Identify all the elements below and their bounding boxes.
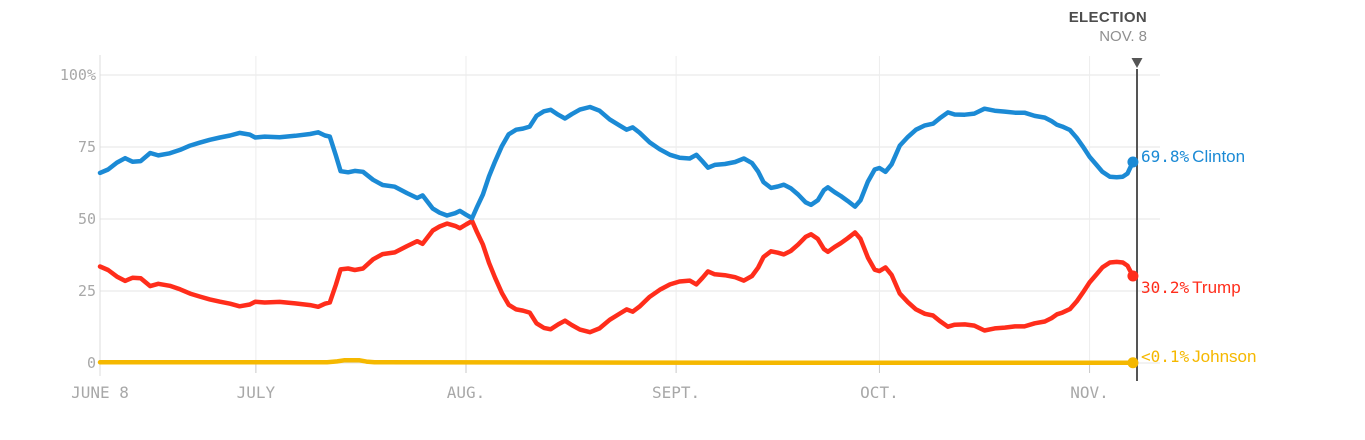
y-tick-label-75: 75 xyxy=(77,138,96,156)
trump-probability-value: 30.2% xyxy=(1141,278,1190,297)
y-tick-label-25: 25 xyxy=(77,282,96,300)
trump-name-label: Trump xyxy=(1192,278,1241,297)
x-tick-label-july: JULY xyxy=(236,383,276,402)
trump-end-dot xyxy=(1127,270,1139,282)
johnson-name-label: Johnson xyxy=(1192,347,1257,366)
clinton-end-dot xyxy=(1127,156,1139,168)
johnson-line xyxy=(97,358,1136,366)
election-label: ELECTION xyxy=(1068,9,1147,26)
clinton-probability-value: 69.8% xyxy=(1141,147,1190,166)
x-tick-label-nov-: NOV. xyxy=(1070,383,1109,402)
johnson-probability-value: <0.1% xyxy=(1141,347,1190,366)
clinton-end-label: 69.8% Clinton xyxy=(1141,146,1245,169)
y-tick-label-100: 100% xyxy=(59,66,96,84)
clinton-name-label: Clinton xyxy=(1192,147,1246,166)
clinton-line xyxy=(97,104,1136,221)
x-tick-label-june-8: JUNE 8 xyxy=(71,383,129,402)
trump-line xyxy=(97,218,1136,335)
johnson-end-dot xyxy=(1127,357,1139,369)
x-tick-label-oct-: OCT. xyxy=(860,383,899,402)
johnson-end-label: <0.1% Johnson xyxy=(1141,346,1256,369)
x-tick-label-sept-: SEPT. xyxy=(652,383,701,402)
y-tick-label-0: 0 xyxy=(86,354,96,372)
x-tick-label-aug-: AUG. xyxy=(446,383,486,402)
election-date-label: NOV. 8 xyxy=(1099,28,1147,45)
trump-end-label: 30.2% Trump xyxy=(1141,277,1241,300)
y-tick-label-50: 50 xyxy=(77,210,96,228)
election-day-triangle-icon xyxy=(1131,58,1143,68)
election-day-annotation: ELECTION NOV. 8 xyxy=(1069,8,1147,46)
